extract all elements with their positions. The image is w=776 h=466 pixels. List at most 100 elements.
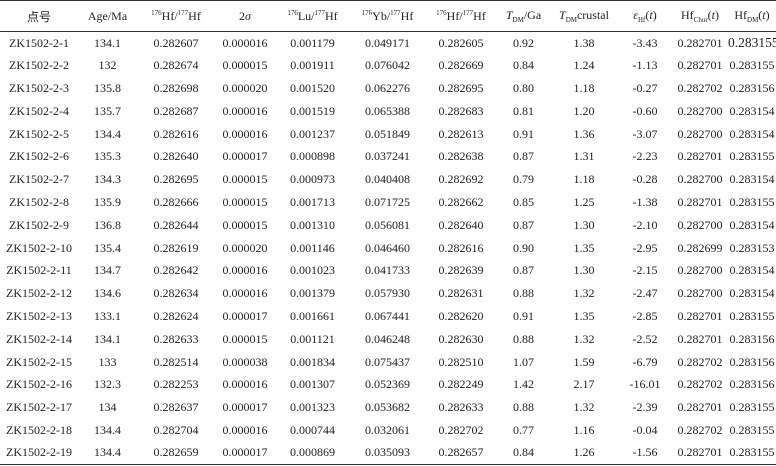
table-cell: 0.001307 <box>290 377 335 392</box>
table-cell: ZK1502-2-10 <box>6 240 72 255</box>
table-cell: 0.282702 <box>677 377 723 392</box>
table-cell: ZK1502-2-13 <box>6 308 72 323</box>
table-cell: 0.282607 <box>153 35 199 50</box>
table-cell: 0.000016 <box>222 103 268 118</box>
header-text: DM <box>512 16 524 24</box>
table-cell: 0.88 <box>513 331 534 346</box>
table-cell: 0.282701 <box>677 308 723 323</box>
table-cell: 0.282699 <box>677 240 723 255</box>
table-cell: 0.282669 <box>438 58 484 73</box>
table-cell: ZK1502-2-7 <box>9 172 69 187</box>
table-cell: ZK1502-2-1 <box>9 35 69 50</box>
table-row: ZK1502-2-17 134 0.282637 0.000017 0.001323 0.… <box>0 396 776 419</box>
table-row: ZK1502-2-6 135.3 0.282640 0.000017 0.000898 0… <box>0 145 776 168</box>
table-cell: 0.035093 <box>365 445 410 460</box>
table-cell: 0.000038 <box>222 354 268 369</box>
header-text: 176 <box>287 8 298 17</box>
header-cell: 点号 <box>0 1 78 32</box>
table-cell: 0.051849 <box>365 126 410 141</box>
table-cell: 0.000015 <box>222 194 268 209</box>
header-cell: Age/Ma <box>78 1 137 32</box>
table-cell: 0.282605 <box>438 35 484 50</box>
header-cell: 176Hf/177Hf <box>137 1 215 32</box>
table-cell: 0.001834 <box>290 354 335 369</box>
table-cell: 0.282249 <box>438 377 484 392</box>
table-cell: 0.000016 <box>222 286 268 301</box>
table-cell: 0.282514 <box>153 354 199 369</box>
table-cell: 0.283155 <box>728 35 776 51</box>
table-cell: 1.32 <box>573 400 595 415</box>
table-cell: 134.3 <box>94 172 121 187</box>
header-text: ( <box>707 8 712 22</box>
table-cell: 135.9 <box>94 194 121 209</box>
table-cell: 1.18 <box>573 172 595 187</box>
table-cell: 0.283154 <box>729 217 775 232</box>
table-cell: 134 <box>98 400 117 415</box>
table-cell: ZK1502-2-15 <box>6 354 72 369</box>
table-cell: 0.282633 <box>438 400 484 415</box>
table-cell: ZK1502-2-5 <box>9 126 69 141</box>
table-cell: 0.001713 <box>290 194 335 209</box>
header-text: crustal <box>576 8 609 22</box>
header-text: Yb/ <box>372 8 391 23</box>
header-text: Hf/ <box>161 8 178 23</box>
table-cell: ZK1502-2-12 <box>6 286 72 301</box>
table-row: ZK1502-2-15 133 0.282514 0.000038 0.001834 0.… <box>0 351 776 374</box>
table-row: ZK1502-2-4 135.7 0.282687 0.000016 0.001519 0… <box>0 100 776 123</box>
table-cell: 0.000744 <box>290 422 335 437</box>
table-cell: ZK1502-2-18 <box>6 422 72 437</box>
header-cell: 176Hf/177Hf <box>425 1 497 32</box>
table-row: ZK1502-2-11 134.7 0.282642 0.000016 0.001023… <box>0 259 776 282</box>
table-cell: 1.32 <box>573 286 595 301</box>
header-text: Age/Ma <box>87 8 128 23</box>
table-cell: 133.1 <box>94 308 121 323</box>
table-row: ZK1502-2-16 132.3 0.282253 0.000016 0.001307… <box>0 373 776 396</box>
table-cell: 0.283155 <box>729 422 775 437</box>
table-cell: 0.77 <box>513 422 534 437</box>
table-cell: -2.95 <box>632 240 658 255</box>
header-text: ( <box>645 8 650 22</box>
table-cell: -16.01 <box>629 377 661 392</box>
table-cell: 0.282701 <box>677 35 723 50</box>
table-cell: 0.282631 <box>438 286 484 301</box>
table-cell: 1.35 <box>573 308 595 323</box>
table-cell: -2.39 <box>632 400 658 415</box>
table-cell: 0.283154 <box>729 103 775 118</box>
table-cell: 0.057930 <box>365 286 410 301</box>
table-cell: -1.56 <box>632 445 658 460</box>
table-cell: 0.88 <box>513 286 534 301</box>
table-cell: 1.38 <box>573 35 595 50</box>
table-cell: 0.053682 <box>365 400 410 415</box>
table-cell: ZK1502-2-9 <box>9 217 69 232</box>
table-cell: 0.282701 <box>677 58 723 73</box>
table-cell: 0.282683 <box>438 103 484 118</box>
table-cell: ZK1502-2-16 <box>6 377 72 392</box>
table-row: ZK1502-2-3 135.8 0.282698 0.000020 0.001520 0… <box>0 77 776 100</box>
table-cell: 133 <box>98 354 117 369</box>
table-cell: -2.15 <box>632 263 658 278</box>
table-cell: 134.4 <box>94 422 121 437</box>
table-cell: -0.04 <box>632 422 658 437</box>
table-cell: -2.52 <box>632 331 658 346</box>
table-cell: 0.000015 <box>222 172 268 187</box>
table-cell: 0.000020 <box>222 240 268 255</box>
header-text: Hf <box>400 8 414 23</box>
header-text: 点号 <box>26 9 51 24</box>
table-cell: 134.1 <box>94 331 121 346</box>
header-cell: TDM/Ga <box>497 1 550 32</box>
table-cell: 0.046248 <box>365 331 410 346</box>
table-cell: -2.10 <box>632 217 658 232</box>
table-cell: 0.282613 <box>438 126 484 141</box>
table-cell: 0.84 <box>513 445 534 460</box>
table-cell: 0.282702 <box>677 354 723 369</box>
table-row: ZK1502-2-13 133.1 0.282624 0.000017 0.001661… <box>0 305 776 328</box>
table-cell: 0.001911 <box>290 58 335 73</box>
header-text: ) <box>715 8 719 22</box>
table-cell: 0.79 <box>513 172 534 187</box>
header-text: 176 <box>361 8 373 17</box>
table-cell: -2.47 <box>632 286 658 301</box>
header-text: T <box>559 8 566 22</box>
table-cell: 0.282701 <box>677 149 723 164</box>
table-cell: ZK1502-2-17 <box>6 400 72 415</box>
table-row: ZK1502-2-14 134.1 0.282633 0.000015 0.001121… <box>0 328 776 351</box>
